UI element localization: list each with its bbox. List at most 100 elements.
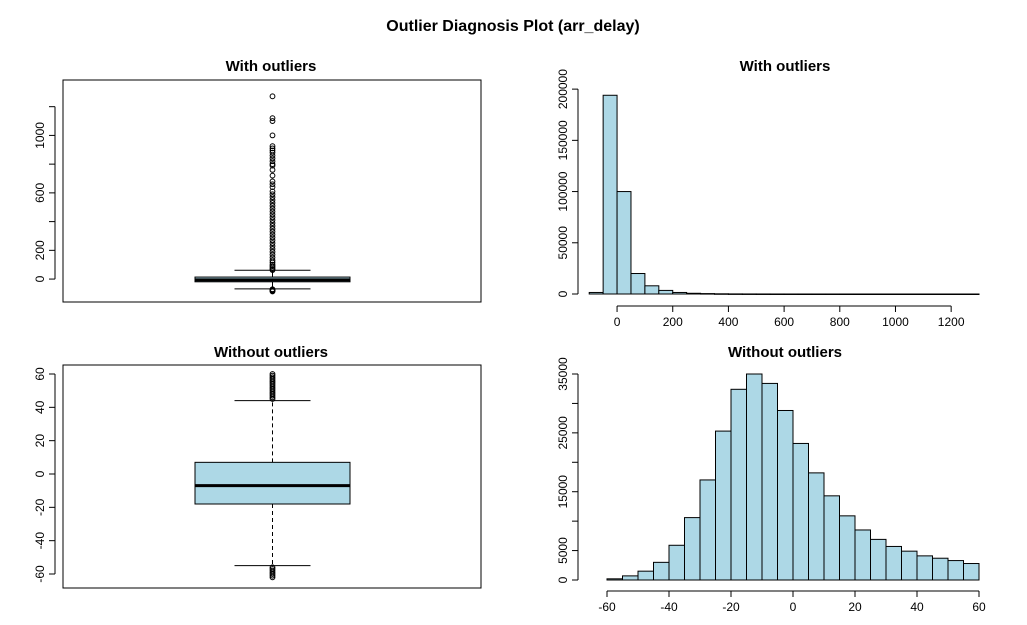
outlier-point [269, 371, 276, 377]
outlier-point [269, 143, 276, 150]
outlier-point [269, 197, 276, 203]
outlier-point [269, 158, 276, 165]
outlier-point [269, 118, 276, 124]
histogram-bar [644, 285, 660, 295]
histogram-bar [797, 293, 813, 295]
outlier-point [269, 237, 276, 244]
outlier-point [269, 115, 276, 122]
histogram-bar [894, 293, 910, 295]
panel-title: With outliers [226, 58, 317, 75]
outlier-point [269, 184, 276, 191]
outlier-point [269, 191, 276, 198]
outlier-point [269, 93, 276, 100]
histogram-bar [839, 293, 855, 295]
outlier-point [269, 254, 276, 261]
histogram-bar [588, 291, 604, 295]
plot-frame [62, 79, 482, 303]
outlier-point [269, 225, 276, 232]
histogram-bar [622, 575, 639, 581]
histogram-bar [761, 382, 778, 581]
histogram-bar [746, 373, 763, 581]
y-tick-label: 0 [556, 576, 570, 583]
outlier-point [269, 178, 276, 185]
y-tick-label: -60 [33, 565, 47, 583]
figure-title: Outlier Diagnosis Plot (arr_delay) [386, 18, 639, 35]
x-tick-label: 200 [663, 315, 683, 329]
x-tick-label: 400 [718, 315, 738, 329]
outlier-point [269, 286, 276, 293]
histogram-bar [630, 273, 646, 295]
histogram-bar [963, 563, 980, 581]
x-tick-label: 0 [614, 315, 621, 329]
outlier-point [269, 211, 276, 218]
outlier-point [269, 240, 276, 247]
outlier-point [269, 200, 276, 206]
outlier-point [269, 231, 276, 238]
histogram-bar [964, 293, 980, 295]
x-tick-label: 1000 [882, 315, 909, 329]
outlier-point [269, 202, 276, 209]
histogram-bar [839, 515, 856, 581]
histogram-with-outliers: With outliers 0 50000 100000 150000 200000 0 20… [556, 58, 980, 329]
histogram-bar [730, 388, 747, 581]
histogram-bar [932, 557, 949, 581]
outlier-point [269, 205, 276, 212]
y-tick-label: 0 [556, 290, 570, 297]
histogram-bar [947, 560, 964, 581]
boxplot-without-outliers: Without outliers -60 -40 -20 0 20 40 60 [33, 344, 482, 589]
histogram-bar [916, 555, 933, 581]
outlier-point [269, 372, 276, 379]
outlier-point [269, 243, 276, 249]
y-tick-label: 100000 [556, 171, 570, 211]
histogram-bar [727, 293, 743, 295]
outlier-point [269, 214, 276, 221]
y-tick-label: -40 [33, 532, 47, 550]
histogram-bar [602, 94, 618, 295]
histogram-bar [686, 292, 702, 295]
x-tick-label: -60 [598, 600, 616, 614]
outlier-point [269, 220, 276, 226]
x-tick-label: 60 [972, 600, 986, 614]
histogram-bar [825, 293, 841, 295]
x-tick-label: 1200 [938, 315, 965, 329]
outlier-point [269, 155, 276, 162]
histogram-bar [741, 293, 757, 295]
x-tick-label: 40 [910, 600, 924, 614]
outlier-point [269, 248, 276, 255]
outlier-point [269, 181, 276, 188]
histogram-bar [606, 578, 623, 581]
outlier-point [269, 194, 276, 201]
histogram-bar [870, 538, 887, 581]
histogram-bar [950, 293, 966, 295]
outlier-point [269, 161, 276, 168]
x-tick-label: 20 [848, 600, 862, 614]
histogram-bar [885, 545, 902, 581]
histogram-bar [823, 495, 840, 581]
boxplot-with-outliers: With outliers 0 200 600 1000 [33, 58, 482, 303]
y-tick-label: -20 [33, 498, 47, 516]
histogram-bar [672, 291, 688, 295]
iqr-box [194, 461, 351, 505]
outlier-point [269, 217, 276, 224]
y-tick-label: 25000 [556, 416, 570, 450]
histogram-bar [901, 550, 918, 581]
histogram-without-outliers: Without outliers 0 5000 15000 25000 35000 -60 -… [556, 344, 986, 614]
histogram-bar [684, 517, 701, 581]
panel-title: With outliers [740, 58, 831, 75]
x-tick-label: 0 [790, 600, 797, 614]
y-tick-label: 200000 [556, 69, 570, 109]
histogram-bar [769, 293, 785, 295]
y-tick-label: 20 [33, 434, 47, 448]
y-tick-label: 150000 [556, 120, 570, 160]
histogram-bar [668, 544, 685, 581]
y-tick-label: 50000 [556, 226, 570, 260]
plot-frame [62, 364, 482, 589]
outlier-point [269, 172, 276, 179]
outlier-point [269, 132, 276, 139]
x-tick-label: -40 [660, 600, 678, 614]
y-tick-label: 200 [33, 240, 47, 260]
outlier-point [269, 574, 276, 581]
histogram-bar [808, 472, 825, 581]
histogram-bar [881, 293, 896, 295]
